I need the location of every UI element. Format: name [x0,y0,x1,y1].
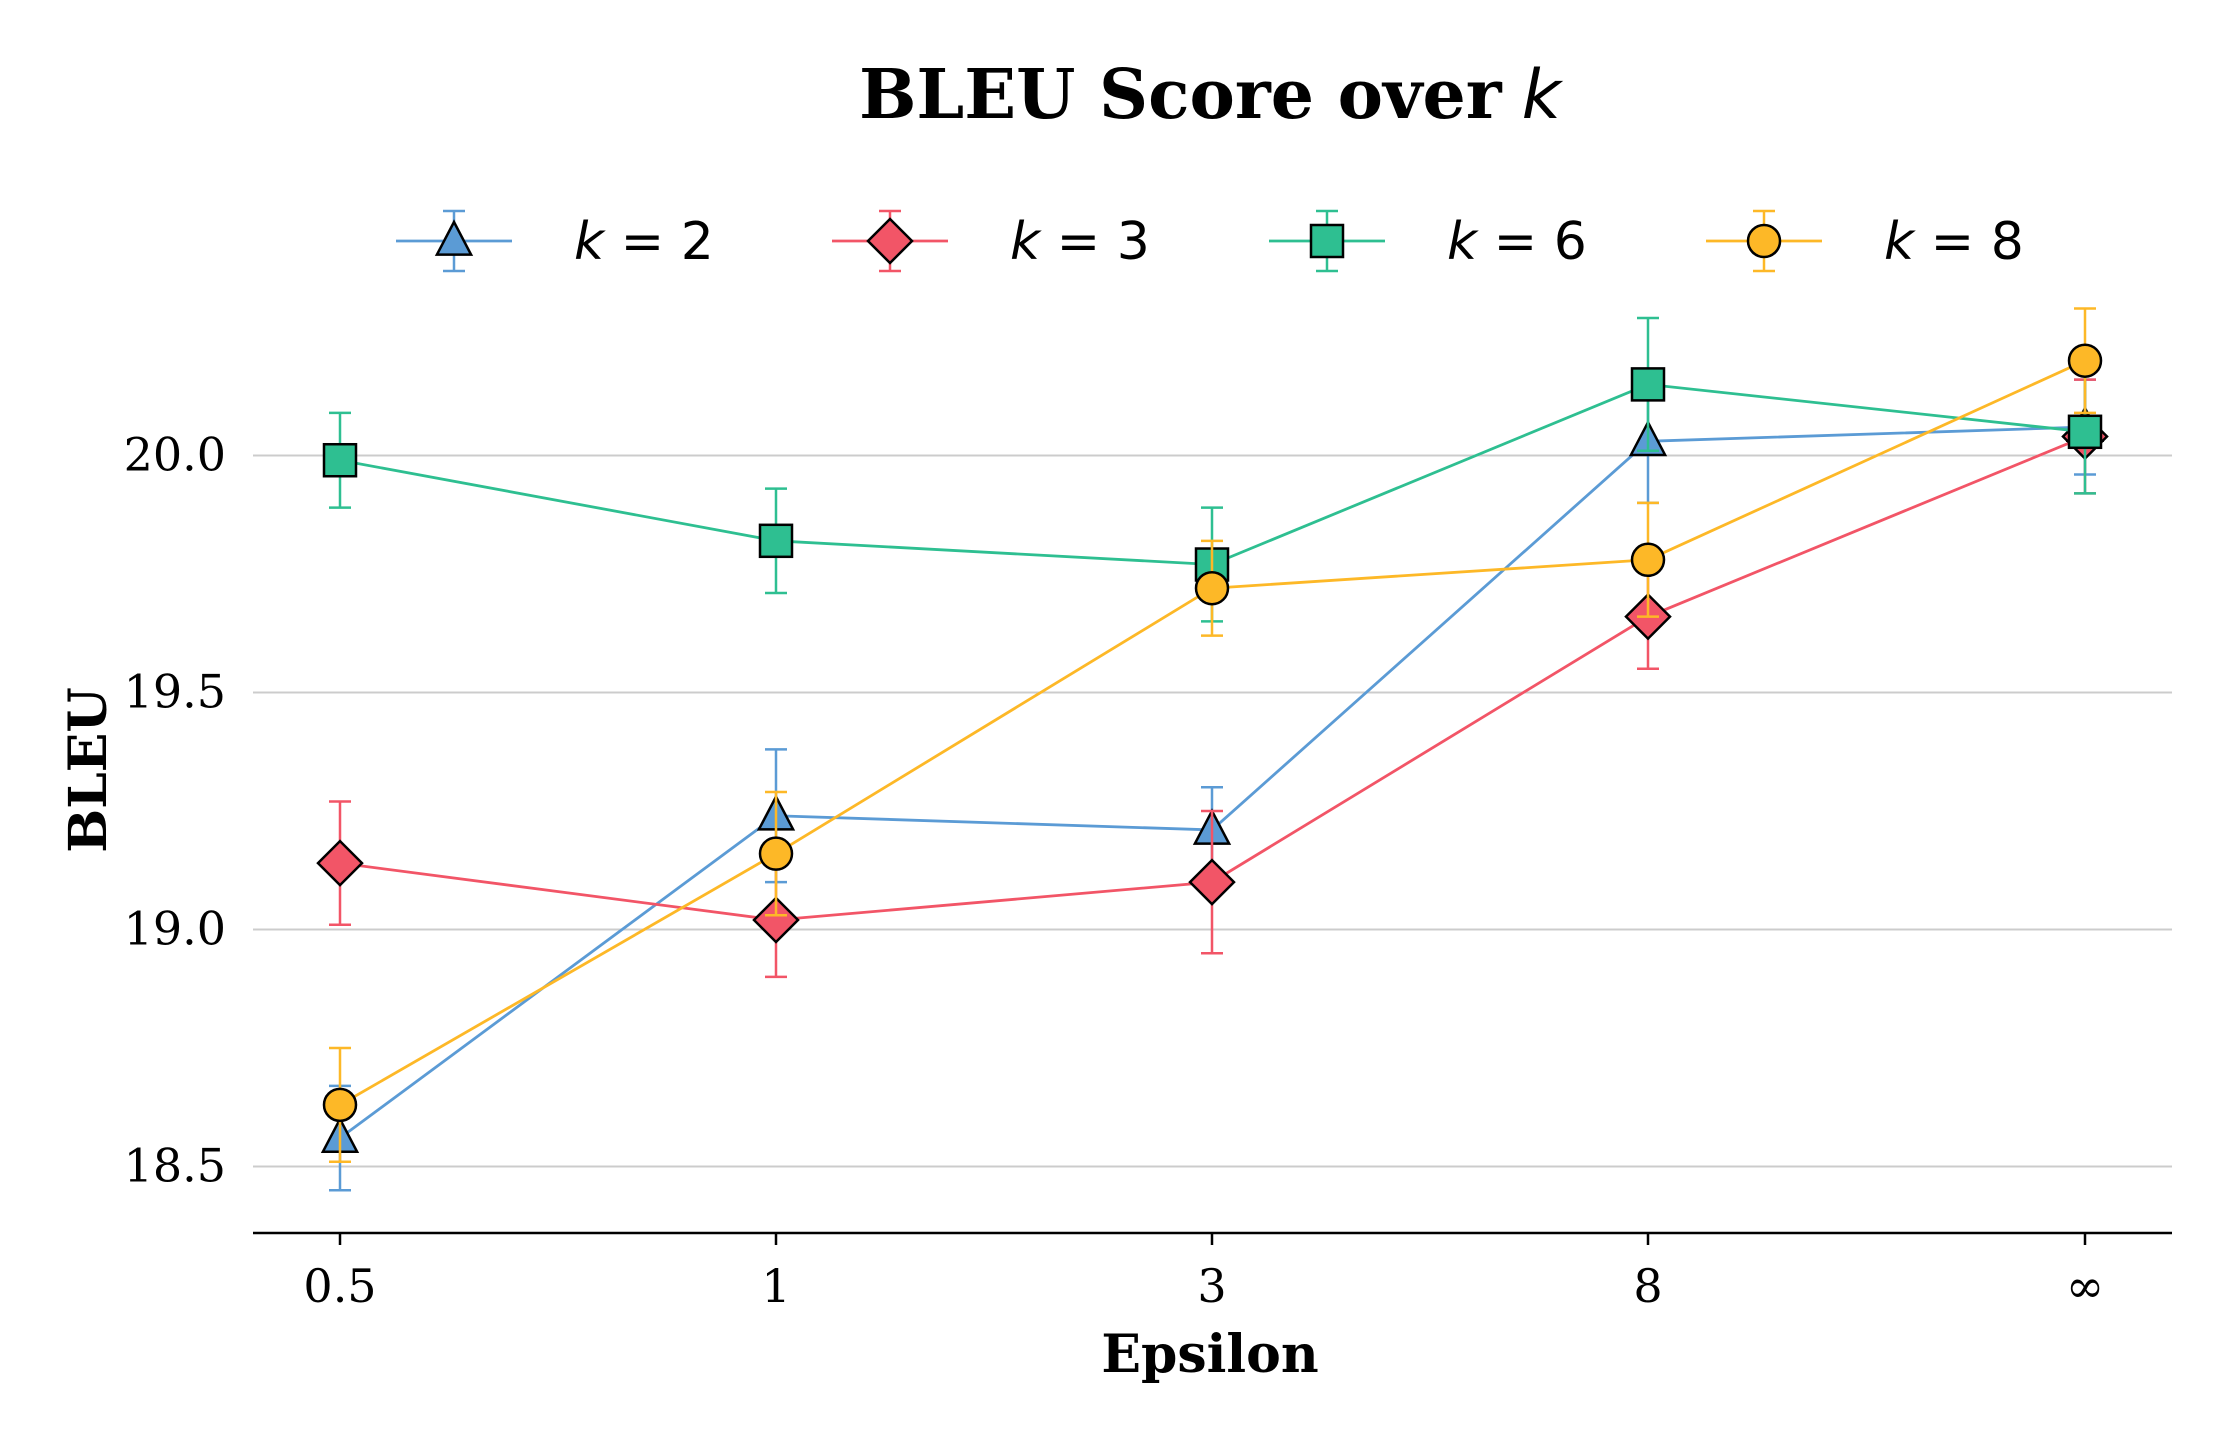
legend-item: k = 2 [396,209,714,273]
data-point [1630,367,1666,402]
data-point [322,442,358,478]
data-point [758,523,794,559]
legend: k = 2 k = 3 k = 6 k = 8 [396,209,2024,273]
chart-title: BLEU Score over k [859,55,1564,135]
data-point [322,1087,358,1123]
series-triangle [320,378,2105,1192]
series-layer [316,307,2109,1192]
data-point [316,839,364,887]
data-point [2067,343,2103,378]
legend-label: k = 3 [1010,212,1150,272]
legend-marker [1746,223,1782,259]
legend-item: k = 8 [1706,209,2024,273]
y-tick-label: 18.5 [124,1139,226,1193]
x-axis-label: Epsilon [1101,1324,1318,1385]
series-diamond [316,378,2109,979]
data-point [2067,414,2103,450]
y-tick-label: 20.0 [124,428,226,482]
y-tick-label: 19.0 [124,902,226,956]
x-tick-label: 8 [1633,1259,1662,1313]
chart-title-main: BLEU Score over [859,55,1503,135]
series-line [339,359,2086,1107]
data-point [752,896,800,944]
legend-marker [434,219,474,256]
y-tick-label: 19.5 [124,665,226,719]
data-point [1188,858,1236,906]
legend-label: k = 6 [1447,212,1587,272]
x-tick-label: ∞ [2066,1259,2104,1313]
legend-label: k = 2 [574,212,714,272]
y-axis: 18.5 19.0 19.5 20.0 [124,428,226,1193]
data-point [1194,570,1230,606]
x-tick-label: 1 [761,1259,790,1313]
legend-item: k = 6 [1269,209,1587,273]
legend-marker [866,217,914,265]
chart-title-var: k [1522,56,1564,135]
legend-marker [1309,223,1345,259]
x-tick-label: 3 [1197,1259,1226,1313]
legend-label: k = 8 [1884,212,2024,272]
data-point [758,836,794,871]
series-circle [322,307,2103,1164]
y-axis-label: BLEU [58,687,119,853]
x-axis: 0.5 1 3 8 ∞ [253,1231,2172,1313]
legend-item: k = 3 [832,209,1150,273]
data-point [1630,542,1666,578]
x-tick-label: 0.5 [303,1259,376,1313]
grid-lines [253,454,2172,1168]
